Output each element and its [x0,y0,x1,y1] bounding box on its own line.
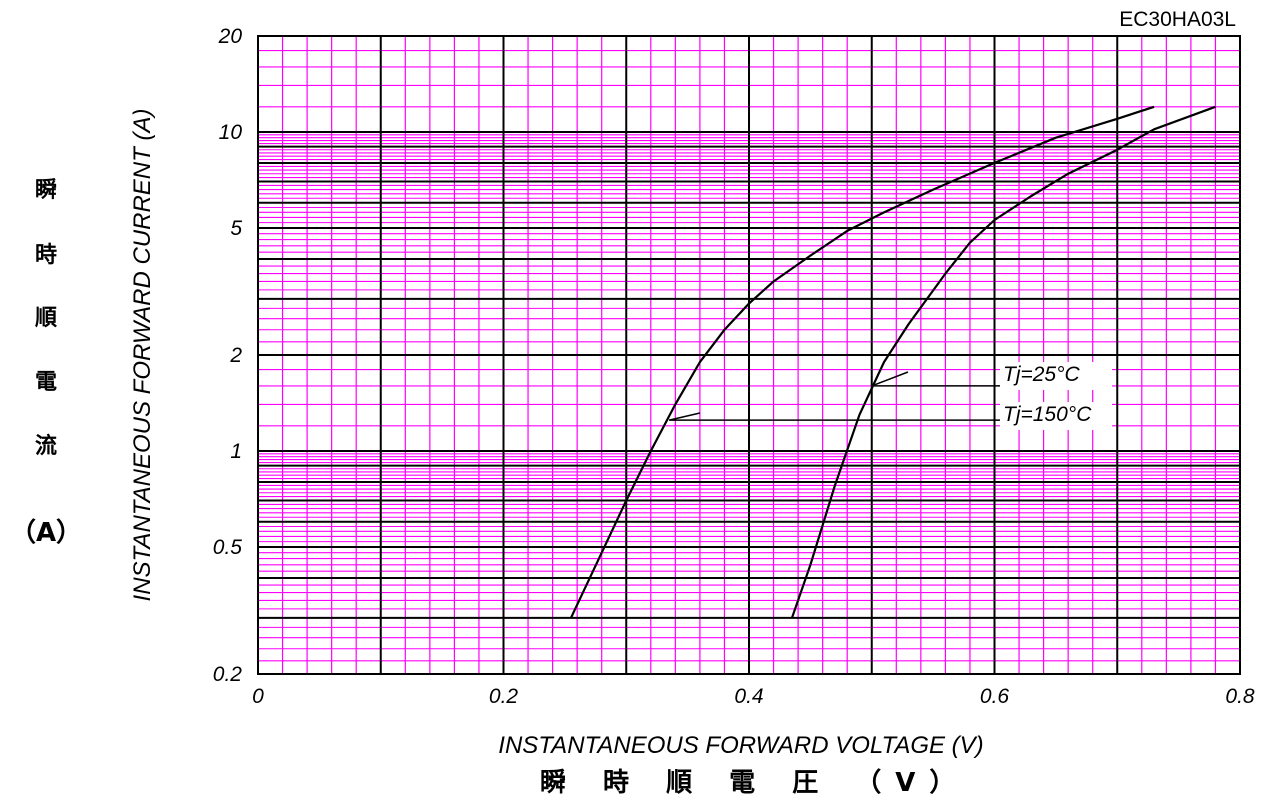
annotation-label-bg [1000,362,1112,390]
major-grid [258,36,1240,674]
annotation-leader [871,371,909,387]
y-tick-label: 1 [230,440,242,463]
y-axis-jp-char: 流 [34,434,57,459]
part-number-label: EC30HA03L [1119,8,1236,31]
y-axis-title: INSTANTANEOUS FORWARD CURRENT (A) [129,109,156,602]
x-tick-label: 0.4 [734,685,763,708]
series-line-tj-25-c [790,105,1216,619]
x-axis-title: INSTANTANEOUS FORWARD VOLTAGE (V) [498,732,983,759]
plot-frame [257,35,1241,675]
annotation-leader [669,412,701,421]
y-tick-label: 0.2 [213,663,243,686]
y-tick-label: 20 [218,25,243,48]
y-tick-label: 2 [229,344,242,367]
y-tick-labels: 0.2 0.5 1 2 5 10 20 [213,25,243,686]
y-axis-jp-char: 順 [34,306,57,331]
x-tick-label: 0 [252,685,264,708]
annotation-label: Tj=150°C [1003,403,1092,426]
y-axis-jp-char: 時 [34,243,57,268]
y-axis-jp-char: 電 [34,370,57,395]
y-tick-label: 0.5 [213,536,243,559]
annotation-label-bg [1000,402,1112,430]
x-axis-title-jp: 瞬 時 順 電 圧 （V） [540,768,970,798]
y-axis-jp-char: 瞬 [34,178,57,203]
y-axis-jp-unit: （A） [9,518,83,548]
series-lines [570,105,1216,619]
y-tick-label: 10 [219,121,243,144]
x-tick-label: 0.2 [489,685,519,708]
y-tick-label: 5 [230,217,242,240]
series-line-tj-150-c [570,105,1155,619]
x-tick-label: 0.6 [980,685,1010,708]
annotations: Tj=25°C Tj=150°C [669,362,1112,430]
x-tick-labels: 0 0.2 0.4 0.6 0.8 [252,685,1255,708]
x-tick-label: 0.8 [1225,685,1255,708]
annotation-label: Tj=25°C [1003,363,1081,386]
